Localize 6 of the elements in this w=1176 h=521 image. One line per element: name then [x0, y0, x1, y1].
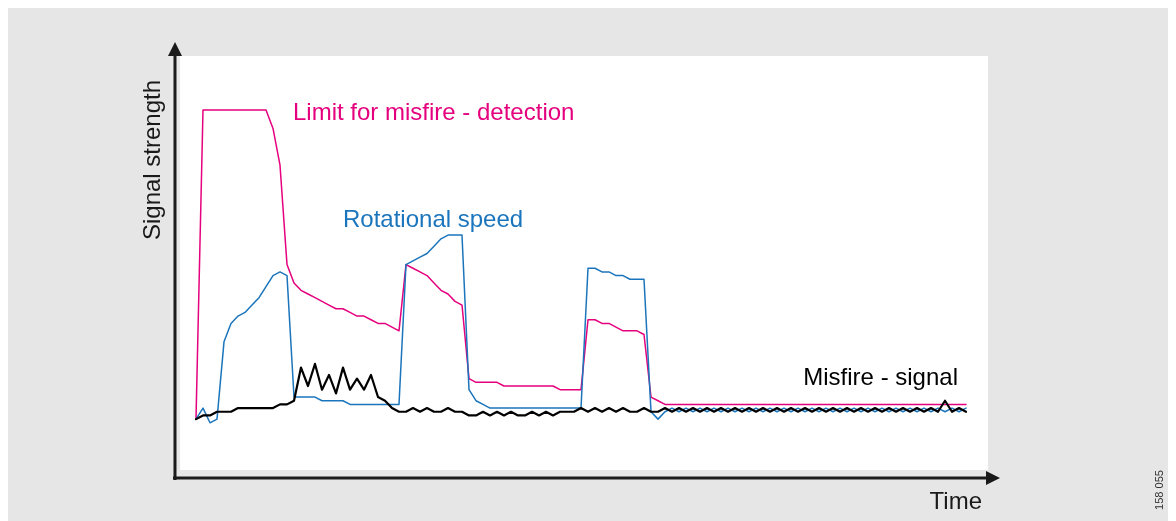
series-label: Limit for misfire - detection — [293, 98, 575, 125]
series-label: Misfire - signal — [803, 363, 958, 390]
y-axis-title: Signal strength — [138, 79, 165, 241]
x-axis-title: Time — [929, 487, 982, 514]
text: 158 055 — [1153, 470, 1165, 510]
series-label: Rotational speed — [343, 205, 524, 232]
